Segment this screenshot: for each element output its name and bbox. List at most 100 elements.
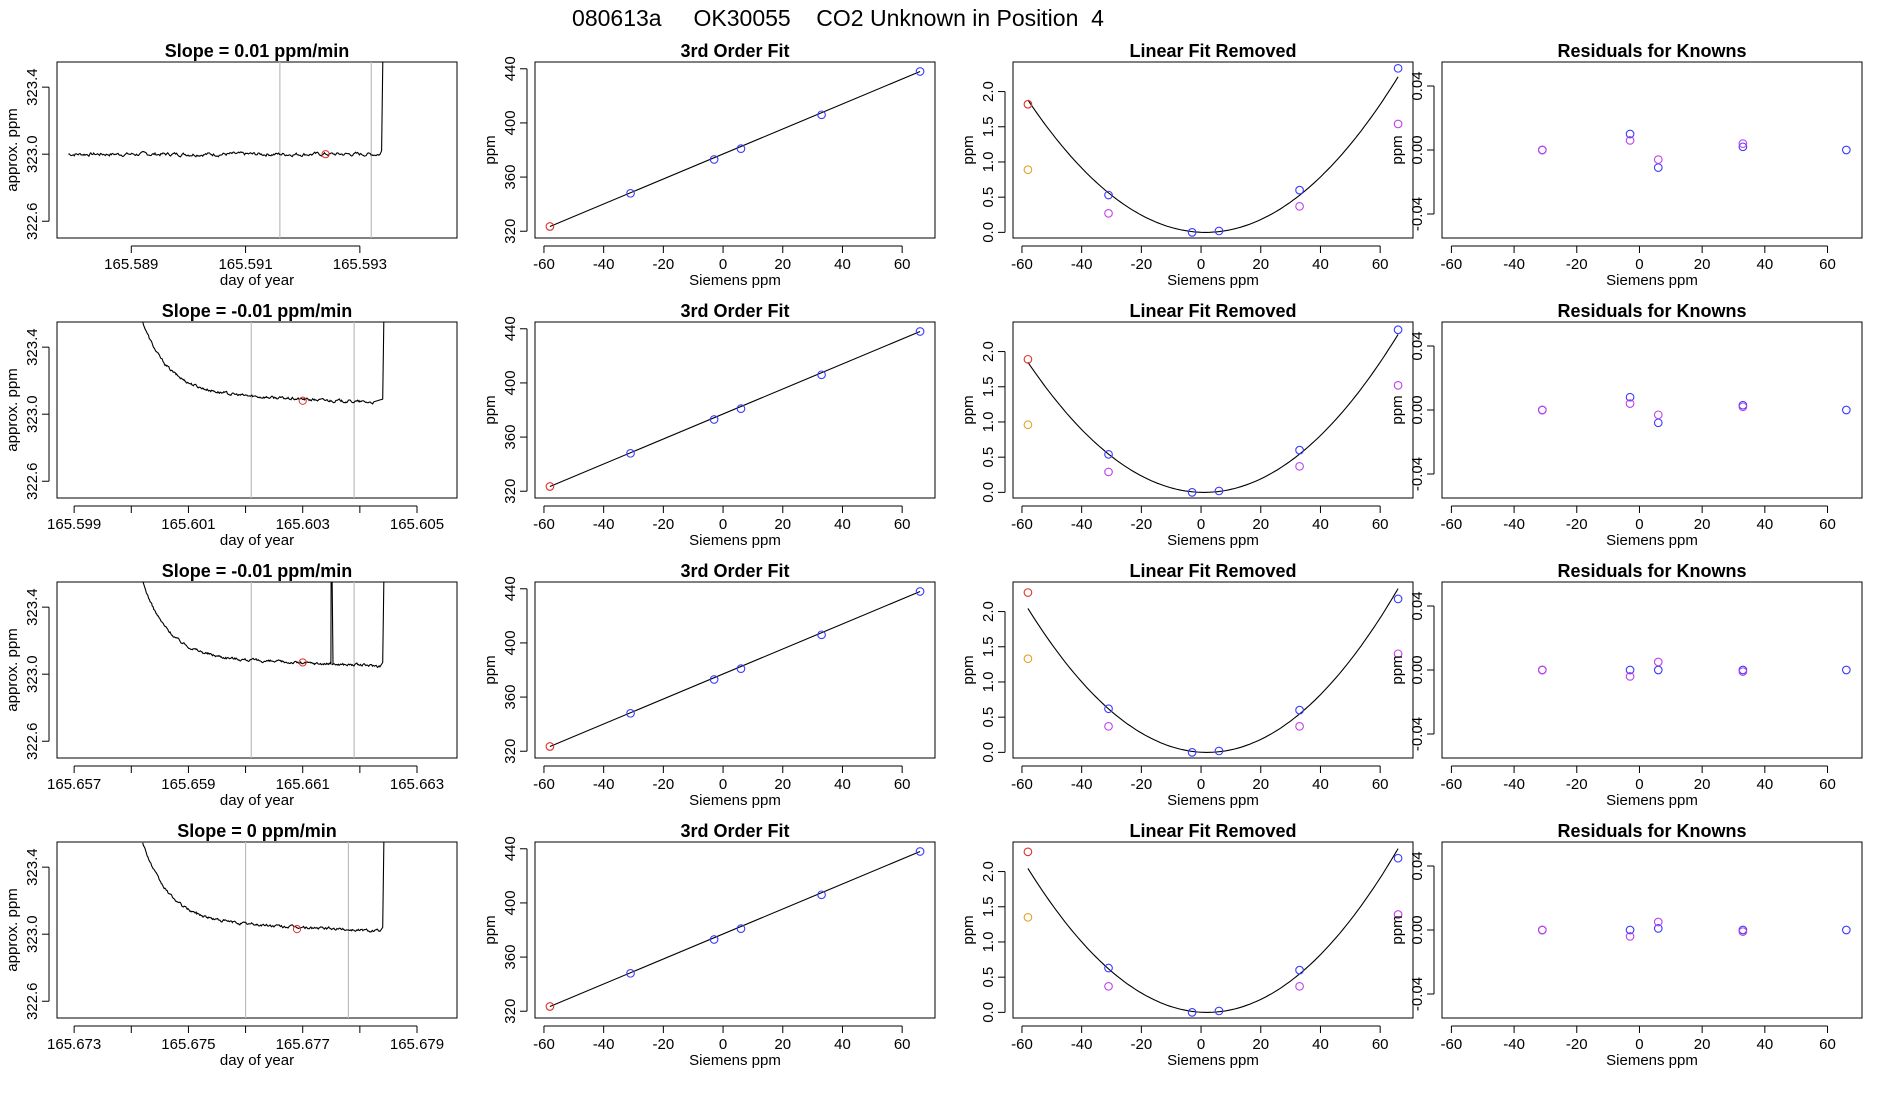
x-tick-label: 0 — [719, 1036, 727, 1053]
data-point-blue — [915, 327, 925, 336]
x-tick-label: -20 — [1131, 776, 1153, 793]
y-tick-label: 2.0 — [980, 341, 997, 362]
x-tick-label: 165.657 — [47, 776, 101, 793]
data-point-blue — [709, 675, 719, 684]
data-point-purple — [1537, 405, 1547, 415]
plot-area — [545, 67, 925, 231]
data-point-blue — [1841, 665, 1851, 675]
plot-frame — [534, 581, 936, 759]
x-tick-label: -40 — [1503, 776, 1525, 793]
y-axis-label: ppm — [482, 655, 499, 684]
x-axis-label: Siemens ppm — [1167, 532, 1259, 549]
x-tick-label: 0 — [719, 776, 727, 793]
y-tick-label: 320 — [502, 739, 519, 764]
data-point-purple — [1295, 461, 1304, 471]
data-point-purple — [1295, 721, 1304, 731]
data-point-red — [545, 1002, 555, 1011]
y-tick-label: 400 — [502, 630, 519, 655]
data-trace-line — [142, 582, 385, 669]
x-tick-label: 40 — [1756, 516, 1773, 533]
y-axis-label: approx. ppm — [4, 368, 21, 451]
x-tick-label: 40 — [1312, 516, 1329, 533]
x-tick-label: 165.593 — [333, 256, 387, 273]
y-tick-label: 1.5 — [980, 376, 997, 397]
y-tick-label: 0.04 — [1409, 851, 1426, 880]
x-tick-label: -20 — [1566, 256, 1588, 273]
y-tick-label: 1.0 — [980, 152, 997, 173]
plot-frame — [56, 841, 458, 1019]
plot-frame — [1441, 841, 1863, 1019]
x-tick-label: -40 — [1503, 256, 1525, 273]
plot-area — [142, 322, 385, 498]
panel-r4c1: Slope = 0 ppm/min 165.673 165.675 165.677 16… — [4, 821, 458, 1069]
fit-line — [549, 590, 921, 747]
data-point-purple — [1104, 981, 1113, 991]
y-tick-label: 323.0 — [24, 915, 41, 953]
data-point-purple — [1625, 932, 1635, 941]
panel-title: 3rd Order Fit — [680, 301, 789, 321]
y-tick-label: 0.00 — [1409, 655, 1426, 684]
panel-r2c4: Residuals for Knowns -60 -40 -20 0 20 40 60 Siem… — [1389, 301, 1863, 549]
plot-area — [545, 587, 925, 751]
x-axis-label: Siemens ppm — [689, 272, 781, 289]
panel-r3c1: Slope = -0.01 ppm/min 165.657 165.659 165.6… — [4, 561, 458, 809]
x-axis-label: Siemens ppm — [1606, 792, 1698, 809]
y-tick-label: 323.0 — [24, 655, 41, 693]
x-tick-label: 60 — [1819, 1036, 1836, 1053]
data-point-purple — [1625, 672, 1635, 681]
x-tick-label: 165.679 — [390, 1036, 444, 1053]
x-tick-label: -20 — [653, 256, 675, 273]
x-tick-label: -40 — [1071, 776, 1093, 793]
data-point-purple — [1295, 981, 1304, 991]
panel-title: Slope = 0 ppm/min — [177, 821, 337, 841]
y-tick-label: 360 — [502, 685, 519, 710]
data-point-blue — [1214, 1006, 1224, 1016]
y-tick-label: 400 — [502, 370, 519, 395]
x-tick-label: 40 — [1312, 776, 1329, 793]
x-tick-label: 0 — [1635, 516, 1643, 533]
x-tick-label: -60 — [1441, 516, 1463, 533]
plot-frame — [534, 61, 936, 239]
data-point-purple — [1625, 399, 1635, 408]
x-tick-label: -20 — [1131, 256, 1153, 273]
plot-area — [1537, 657, 1851, 681]
x-axis-label: Siemens ppm — [1167, 792, 1259, 809]
x-tick-label: 165.603 — [276, 516, 330, 533]
data-point-purple — [1393, 119, 1403, 129]
data-point-red — [545, 482, 555, 491]
y-axis-label: ppm — [960, 135, 977, 164]
x-tick-label: 0 — [1197, 776, 1205, 793]
x-tick-label: -40 — [1071, 256, 1093, 273]
y-tick-label: -0.04 — [1409, 717, 1426, 751]
x-tick-label: 20 — [1252, 1036, 1269, 1053]
data-point-blue — [1187, 748, 1197, 757]
data-point-blue — [709, 935, 719, 944]
data-point-purple — [1653, 917, 1663, 927]
plot-frame — [1441, 61, 1863, 239]
average-marker — [298, 396, 307, 405]
x-tick-label: -60 — [1011, 1036, 1033, 1053]
data-point-red — [1023, 354, 1033, 364]
data-point-orange — [1023, 165, 1033, 175]
x-tick-label: 60 — [1372, 516, 1389, 533]
panel-title: Residuals for Knowns — [1557, 301, 1746, 321]
data-point-purple — [1738, 667, 1748, 676]
plot-frame — [534, 321, 936, 499]
y-axis-label: ppm — [960, 395, 977, 424]
x-tick-label: -20 — [653, 1036, 675, 1053]
plot-area — [1537, 917, 1851, 941]
data-point-blue — [1187, 1008, 1197, 1017]
x-tick-label: -60 — [533, 776, 555, 793]
plot-area — [1023, 847, 1403, 1017]
panel-r4c2: 3rd Order Fit -60 -40 -20 0 20 40 60 Siemens ppm… — [482, 821, 936, 1069]
y-tick-label: 322.6 — [24, 722, 41, 760]
x-tick-label: -60 — [1441, 256, 1463, 273]
y-tick-label: 2.0 — [980, 81, 997, 102]
fit-line — [549, 70, 921, 227]
y-tick-label: -0.04 — [1409, 457, 1426, 491]
y-axis-label: approx. ppm — [4, 108, 21, 191]
data-point-blue — [1653, 665, 1663, 675]
panel-r2c2: 3rd Order Fit -60 -40 -20 0 20 40 60 Siemens ppm… — [482, 301, 936, 549]
